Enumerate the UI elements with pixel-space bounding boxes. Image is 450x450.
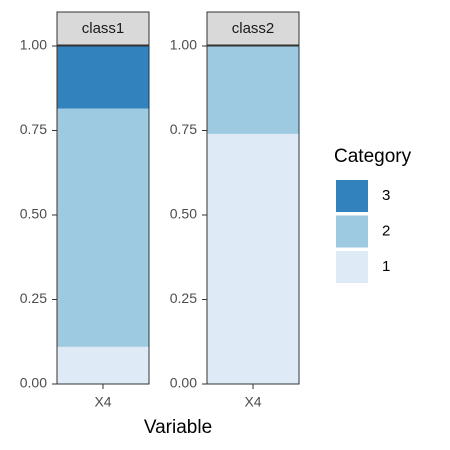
x-axis-label: Variable [144, 417, 212, 438]
legend-title: Category [334, 146, 412, 167]
y-tick-label: 1.00 [20, 37, 47, 53]
bar-segment [207, 133, 299, 384]
panel-border [206, 45, 300, 385]
y-tick-label: 0.25 [170, 290, 197, 306]
legend-key [336, 180, 368, 212]
legend-label: 3 [382, 187, 390, 204]
panel-border [56, 45, 150, 385]
x-tick-label: X4 [94, 394, 111, 410]
legend-key [336, 215, 368, 248]
y-tick-label: 0.75 [20, 121, 47, 137]
bar-segment [207, 46, 299, 134]
legend-label: 1 [382, 258, 390, 275]
strip-label: class2 [232, 20, 275, 37]
strip [56, 11, 150, 46]
bar-segment [57, 46, 149, 109]
legend-key [336, 251, 368, 283]
y-tick-label: 0.00 [170, 375, 197, 391]
bar-segment [57, 346, 149, 384]
y-tick-label: 0.75 [170, 121, 197, 137]
x-tick-label: X4 [244, 394, 261, 410]
legend-label: 2 [382, 222, 390, 239]
y-tick-label: 1.00 [170, 37, 197, 53]
y-tick-label: 0.50 [170, 206, 197, 222]
strip-label: class1 [82, 20, 125, 37]
y-tick-label: 0.50 [20, 206, 47, 222]
bar-segment [57, 108, 149, 347]
y-tick-label: 0.25 [20, 290, 47, 306]
y-tick-label: 0.00 [20, 375, 47, 391]
strip [206, 11, 300, 46]
